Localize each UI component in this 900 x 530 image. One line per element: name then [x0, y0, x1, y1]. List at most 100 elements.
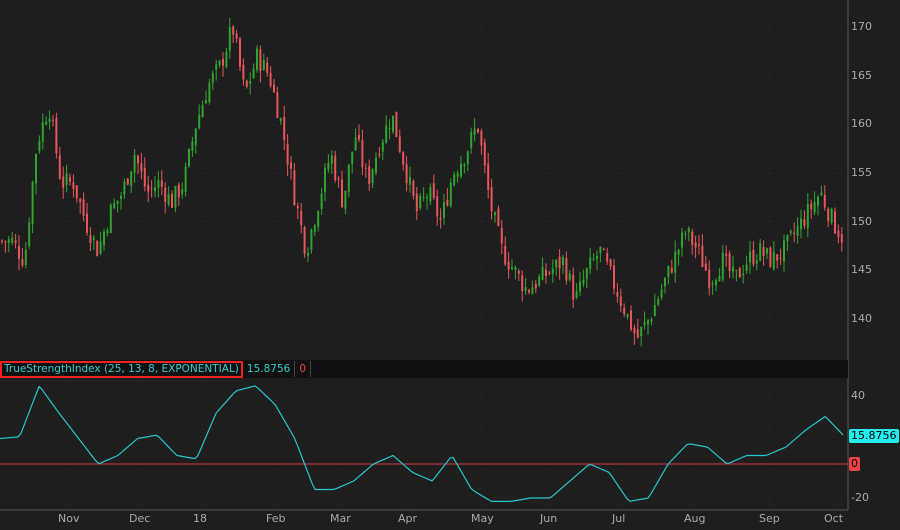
- candle-body: [840, 233, 843, 243]
- candle-body: [35, 154, 37, 184]
- candle-body: [41, 122, 44, 142]
- time-tick-label: Nov: [58, 512, 80, 525]
- price-tick-label: 165: [851, 68, 872, 82]
- candle-body: [415, 193, 418, 212]
- candle-body: [222, 59, 224, 66]
- candle-body: [531, 287, 534, 295]
- candle-body: [429, 187, 432, 202]
- candle-body: [677, 250, 680, 255]
- candle-body: [477, 128, 479, 133]
- candle-body: [653, 305, 656, 317]
- time-tick-label: Mar: [330, 512, 351, 525]
- candle-body: [436, 196, 439, 217]
- candle-body: [426, 197, 428, 199]
- candle-body: [483, 142, 486, 166]
- candle-body: [565, 258, 568, 281]
- candle-body: [198, 114, 201, 129]
- candle-body: [735, 269, 738, 271]
- candle-body: [674, 251, 677, 273]
- candle-body: [514, 267, 517, 270]
- candle-body: [317, 211, 320, 227]
- candle-body: [256, 48, 258, 70]
- candle-body: [82, 199, 85, 216]
- candle-body: [630, 310, 632, 330]
- candle-body: [106, 230, 109, 233]
- tsi-tick-label: -20: [851, 491, 869, 504]
- tsi-value-tag: 15.8756: [849, 429, 899, 443]
- candle-body: [769, 247, 772, 268]
- candle-body: [494, 212, 496, 216]
- candle-body: [392, 115, 394, 132]
- candle-body: [358, 135, 360, 140]
- candle-body: [572, 274, 575, 300]
- candle-body: [463, 164, 466, 167]
- candle-body: [711, 283, 714, 285]
- indicator-header: TrueStrengthIndex (25, 13, 8, EXPONENTIA…: [0, 360, 848, 378]
- time-tick-label: Oct: [824, 512, 844, 525]
- candle-body: [647, 320, 649, 325]
- candle-body: [181, 189, 184, 195]
- candle-body: [402, 152, 405, 165]
- candle-body: [466, 151, 469, 165]
- candle-body: [262, 59, 265, 71]
- candle-body: [776, 254, 779, 261]
- candle-body: [79, 198, 82, 203]
- candle-body: [215, 64, 218, 70]
- time-tick-label: May: [471, 512, 494, 525]
- candle-body: [738, 268, 741, 278]
- candle-body: [130, 171, 133, 187]
- candle-body: [167, 194, 170, 205]
- candle-body: [500, 227, 503, 244]
- candle-body: [65, 173, 68, 185]
- candle-body: [310, 229, 313, 250]
- candle-body: [582, 279, 585, 284]
- candle-body: [300, 210, 303, 226]
- candle-body: [681, 232, 683, 248]
- time-tick-label: 18: [193, 512, 207, 525]
- candle-body: [164, 187, 167, 202]
- candle-body: [728, 253, 731, 272]
- candle-body: [361, 140, 364, 168]
- candle-body: [1, 240, 3, 242]
- candle-body: [143, 167, 146, 187]
- candle-body: [334, 155, 337, 181]
- candle-body: [31, 182, 34, 225]
- candle-body: [511, 267, 513, 270]
- price-tick-label: 155: [851, 165, 872, 179]
- candle-body: [619, 296, 622, 306]
- candle-body: [398, 136, 401, 152]
- candle-body: [28, 222, 31, 247]
- candle-body: [7, 239, 10, 244]
- price-tick-label: 140: [851, 311, 872, 325]
- candle-body: [320, 193, 323, 209]
- candle-body: [487, 163, 490, 191]
- candle-body: [789, 230, 792, 233]
- candle-body: [351, 151, 354, 165]
- time-tick-label: Sep: [759, 512, 780, 525]
- candle-body: [453, 174, 456, 185]
- candle-body: [575, 291, 578, 298]
- candle-body: [660, 289, 663, 298]
- candle-body: [524, 287, 527, 291]
- candle-body: [18, 246, 20, 259]
- candle-body: [225, 51, 228, 67]
- candle-body: [96, 241, 99, 257]
- candle-body: [704, 263, 707, 271]
- candle-body: [755, 260, 758, 264]
- candle-body: [718, 276, 721, 282]
- time-tick-label: Feb: [266, 512, 286, 525]
- candle-body: [589, 257, 592, 270]
- candle-body: [538, 276, 541, 286]
- candle-body: [528, 289, 530, 293]
- time-tick-label: Dec: [129, 512, 151, 525]
- candle-body: [640, 326, 643, 337]
- candle-body: [116, 200, 119, 204]
- indicator-label[interactable]: TrueStrengthIndex (25, 13, 8, EXPONENTIA…: [0, 360, 243, 378]
- candle-body: [606, 253, 609, 262]
- candle-body: [235, 33, 238, 39]
- candle-body: [670, 267, 673, 273]
- candle-body: [599, 246, 602, 253]
- candle-body: [69, 177, 71, 182]
- candle-body: [154, 187, 156, 192]
